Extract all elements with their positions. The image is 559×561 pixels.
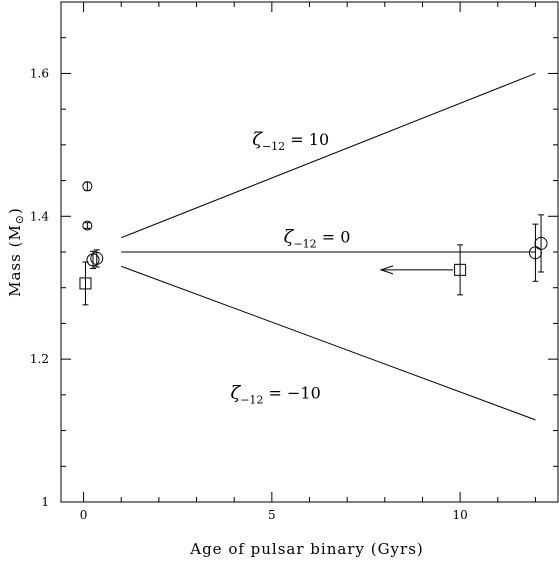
data-point [534, 214, 548, 273]
y-tick-label: 1.4 [30, 209, 49, 223]
data-points [79, 181, 548, 306]
x-tick-label: 10 [452, 508, 467, 522]
line-annotation: ζ−12 = 10 [252, 129, 329, 153]
y-tick-label: 1 [41, 495, 49, 509]
model-lines [121, 72, 536, 421]
model-line [121, 72, 536, 239]
y-tick-label: 1.2 [30, 352, 49, 366]
data-point [90, 249, 104, 268]
y-axis-label: Mass (M⊙) [6, 207, 26, 297]
circle-marker [90, 251, 104, 265]
annotation-value: = 0 [317, 228, 351, 247]
annotation-symbol: ζ [284, 227, 295, 248]
annotation-symbol: ζ [252, 129, 263, 150]
limit-arrowhead [379, 265, 394, 275]
data-point [82, 220, 93, 231]
annotation-subscript: −12 [240, 393, 263, 406]
annotation-symbol: ζ [230, 382, 241, 403]
annotation-subscript: −12 [262, 140, 285, 153]
circle-marker [82, 181, 93, 192]
axis-tick-labels: 0 5 10 1 1.2 1.4 1.6 [30, 66, 468, 522]
circle-marker [534, 236, 548, 250]
data-point [528, 223, 542, 282]
data-point [79, 261, 92, 306]
y-tick-label: 1.6 [30, 66, 49, 80]
square-marker [454, 263, 467, 276]
annotation-subscript: −12 [293, 238, 316, 251]
line-annotation: ζ−12 = −10 [230, 382, 320, 406]
x-axis-label: Age of pulsar binary (Gyrs) [189, 540, 424, 558]
model-line [121, 265, 536, 421]
x-tick-label: 5 [268, 508, 276, 522]
line-annotation: ζ−12 = 0 [284, 227, 351, 251]
annotation-value: = 10 [285, 130, 329, 149]
annotation-value: = −10 [263, 383, 320, 402]
circle-marker [82, 220, 93, 231]
axis-ticks [61, 1, 558, 503]
square-marker [79, 277, 92, 290]
line-annotations: ζ−12 = 10ζ−12 = 0ζ−12 = −10 [230, 129, 350, 407]
x-tick-label: 0 [80, 508, 88, 522]
data-point [379, 244, 467, 296]
data-point [82, 181, 93, 192]
